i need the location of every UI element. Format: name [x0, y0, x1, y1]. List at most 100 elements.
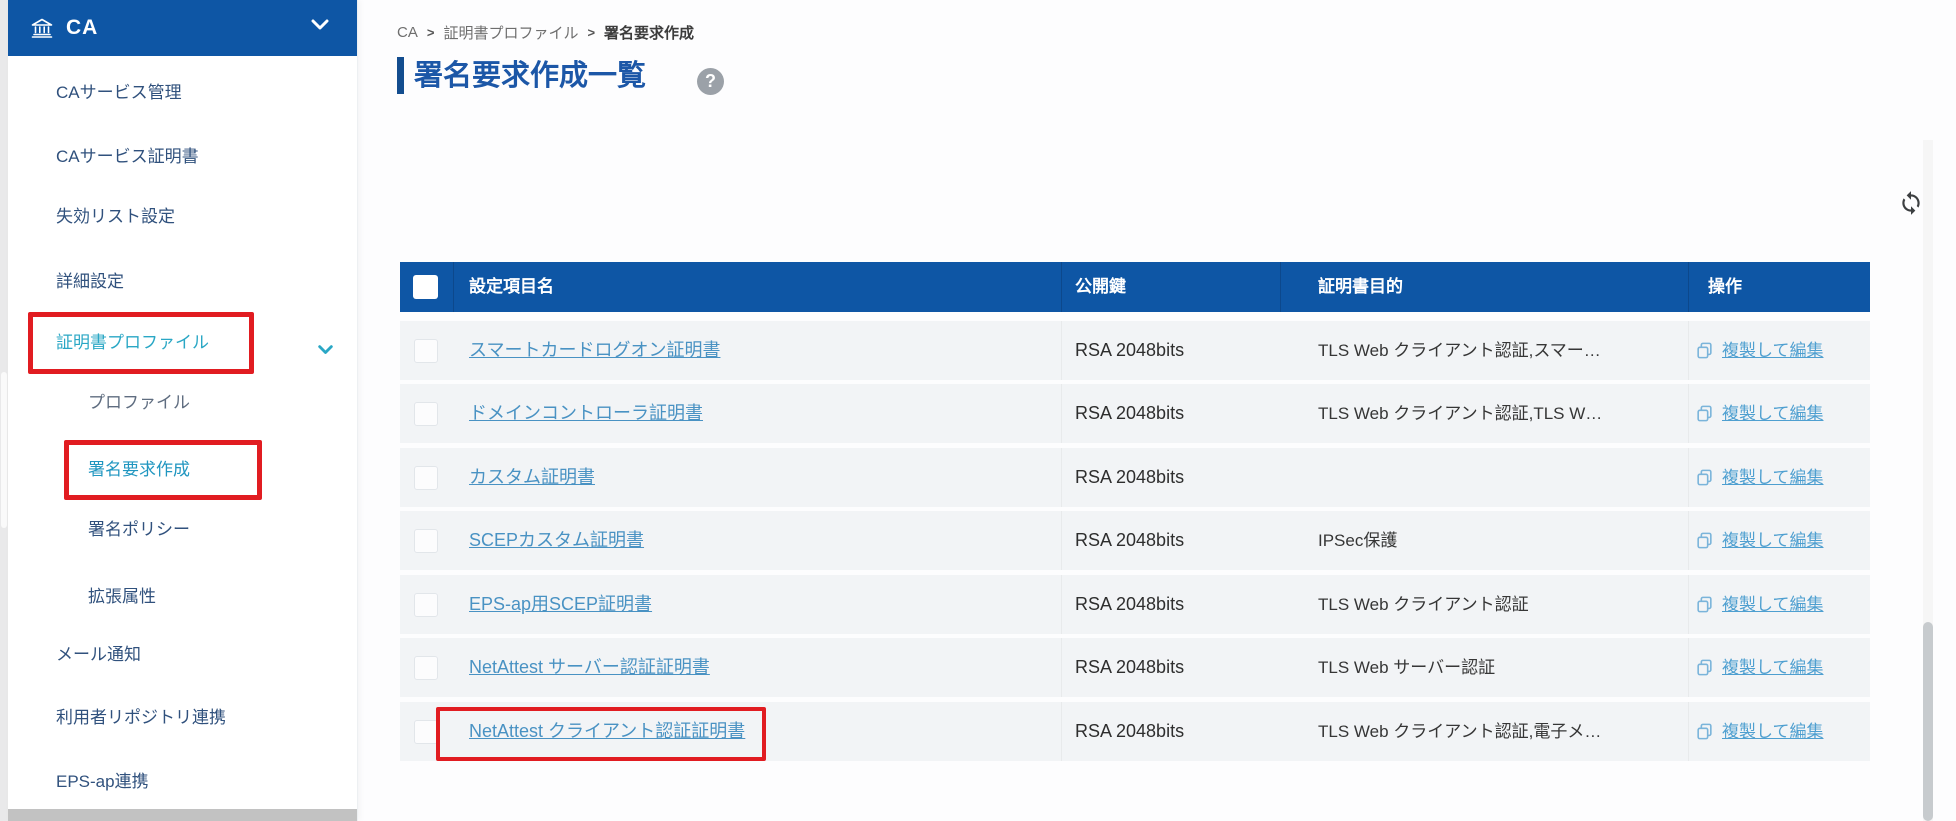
- sidebar-item-eps-ap[interactable]: EPS-ap連携: [56, 769, 149, 795]
- cert-name-link[interactable]: NetAttest サーバー認証証明書: [469, 657, 710, 677]
- sidebar-item-label: 証明書プロファイル: [56, 333, 209, 352]
- sidebar-item-mail-notice[interactable]: メール通知: [56, 642, 141, 668]
- refresh-icon: [1902, 191, 1920, 215]
- right-scrollbar-track[interactable]: [1923, 140, 1933, 821]
- copy-icon: [1697, 469, 1712, 486]
- copy-icon: [1697, 596, 1712, 613]
- cert-name-link[interactable]: EPS-ap用SCEP証明書: [469, 594, 653, 614]
- duplicate-edit-link[interactable]: 複製して編集: [1722, 468, 1824, 487]
- left-scrollbar-thumb[interactable]: [1, 372, 7, 528]
- table-row: NetAttest サーバー認証証明書 RSA 2048bits TLS Web…: [400, 638, 1870, 697]
- sidebar-item-label: 署名要求作成: [88, 460, 190, 479]
- public-key-value: RSA 2048bits: [1075, 340, 1185, 360]
- duplicate-edit-action[interactable]: 複製して編集: [1695, 575, 1824, 634]
- sidebar-item-label: CAサービス証明書: [56, 147, 199, 166]
- copy-icon: [1697, 532, 1712, 549]
- sidebar-item-advanced-settings[interactable]: 詳細設定: [56, 269, 124, 295]
- purpose-value: TLS Web クライアント認証,スマー…: [1318, 341, 1601, 360]
- sidebar-item-profile[interactable]: プロファイル: [88, 390, 190, 416]
- sidebar-item-signing-request[interactable]: 署名要求作成: [88, 457, 190, 483]
- sidebar-item-signing-policy[interactable]: 署名ポリシー: [88, 517, 190, 543]
- public-key-value: RSA 2048bits: [1075, 657, 1185, 677]
- bank-icon: [30, 17, 54, 39]
- sidebar-item-label: プロファイル: [88, 393, 190, 412]
- copy-icon: [1697, 342, 1712, 359]
- cert-name-link[interactable]: ドメインコントローラ証明書: [469, 403, 703, 423]
- duplicate-edit-link[interactable]: 複製して編集: [1722, 595, 1824, 614]
- row-checkbox[interactable]: [414, 402, 438, 426]
- sidebar-item-ca-service-mgmt[interactable]: CAサービス管理: [56, 80, 182, 106]
- sidebar-item-label: 詳細設定: [56, 272, 124, 291]
- duplicate-edit-action[interactable]: 複製して編集: [1695, 638, 1824, 697]
- sidebar-item-cert-profile[interactable]: 証明書プロファイル: [56, 330, 333, 356]
- column-header-purpose: 証明書目的: [1318, 277, 1403, 296]
- breadcrumb-item-current: 署名要求作成: [604, 25, 695, 42]
- duplicate-edit-link[interactable]: 複製して編集: [1722, 531, 1824, 550]
- table-header: 設定項目名 公開鍵 証明書目的 操作: [400, 262, 1870, 312]
- cert-name-link[interactable]: NetAttest クライアント認証証明書: [469, 721, 746, 741]
- select-all-checkbox[interactable]: [413, 275, 438, 299]
- table-row: ドメインコントローラ証明書 RSA 2048bits TLS Web クライアン…: [400, 384, 1870, 443]
- page-title: 署名要求作成一覧: [414, 60, 647, 92]
- duplicate-edit-action[interactable]: 複製して編集: [1695, 511, 1824, 570]
- purpose-value: TLS Web クライアント認証,電子メ…: [1318, 722, 1602, 741]
- column-header-public-key: 公開鍵: [1075, 277, 1126, 296]
- breadcrumb: CA > 証明書プロファイル > 署名要求作成: [397, 22, 694, 43]
- help-icon[interactable]: ?: [697, 68, 724, 95]
- row-checkbox[interactable]: [414, 339, 438, 363]
- refresh-button[interactable]: [1894, 186, 1928, 220]
- sidebar-item-label: メール通知: [56, 645, 141, 664]
- chevron-down-icon: [311, 18, 329, 36]
- public-key-value: RSA 2048bits: [1075, 467, 1185, 487]
- purpose-value: TLS Web クライアント認証: [1318, 595, 1529, 614]
- right-scrollbar-thumb[interactable]: [1923, 622, 1933, 821]
- sidebar-item-label: CAサービス管理: [56, 83, 182, 102]
- sidebar-item-label: 利用者リポジトリ連携: [56, 708, 226, 727]
- duplicate-edit-action[interactable]: 複製して編集: [1695, 384, 1824, 443]
- sidebar-item-label: EPS-ap連携: [56, 772, 149, 791]
- purpose-value: TLS Web クライアント認証,TLS W…: [1318, 404, 1603, 423]
- purpose-value: IPSec保護: [1318, 531, 1398, 550]
- row-checkbox[interactable]: [414, 466, 438, 490]
- chevron-down-icon: [318, 337, 333, 363]
- sidebar: CA CAサービス管理 CAサービス証明書 失効リスト設定 詳細設定 証明書プロ…: [8, 0, 358, 821]
- table-row: スマートカードログオン証明書 RSA 2048bits TLS Web クライア…: [400, 321, 1870, 380]
- sidebar-item-ca-service-cert[interactable]: CAサービス証明書: [56, 144, 199, 170]
- sidebar-item-user-repository[interactable]: 利用者リポジトリ連携: [56, 705, 226, 731]
- row-checkbox[interactable]: [414, 529, 438, 553]
- left-scrollbar-track[interactable]: [0, 0, 8, 821]
- copy-icon: [1697, 723, 1712, 740]
- table-row: NetAttest クライアント認証証明書 RSA 2048bits TLS W…: [400, 702, 1870, 761]
- duplicate-edit-action[interactable]: 複製して編集: [1695, 321, 1824, 380]
- cert-name-link[interactable]: SCEPカスタム証明書: [469, 530, 645, 550]
- title-accent-bar: [397, 57, 404, 94]
- breadcrumb-item-cert-profile[interactable]: 証明書プロファイル: [443, 25, 579, 42]
- copy-icon: [1697, 659, 1712, 676]
- cert-name-link[interactable]: スマートカードログオン証明書: [469, 340, 721, 360]
- purpose-value: TLS Web サーバー認証: [1318, 658, 1496, 677]
- row-checkbox[interactable]: [414, 720, 438, 744]
- duplicate-edit-action[interactable]: 複製して編集: [1695, 448, 1824, 507]
- sidebar-item-crl-settings[interactable]: 失効リスト設定: [56, 204, 175, 230]
- table-row: カスタム証明書 RSA 2048bits 複製して編集: [400, 448, 1870, 507]
- sidebar-item-label: 拡張属性: [88, 587, 156, 606]
- breadcrumb-separator: >: [426, 25, 435, 40]
- breadcrumb-item-ca[interactable]: CA: [397, 24, 418, 41]
- row-checkbox[interactable]: [414, 656, 438, 680]
- duplicate-edit-link[interactable]: 複製して編集: [1722, 658, 1824, 677]
- copy-icon: [1697, 405, 1712, 422]
- duplicate-edit-link[interactable]: 複製して編集: [1722, 722, 1824, 741]
- table-row: SCEPカスタム証明書 RSA 2048bits IPSec保護 複製して編集: [400, 511, 1870, 570]
- sidebar-item-ext-attributes[interactable]: 拡張属性: [88, 584, 156, 610]
- public-key-value: RSA 2048bits: [1075, 530, 1185, 550]
- row-checkbox[interactable]: [414, 593, 438, 617]
- duplicate-edit-action[interactable]: 複製して編集: [1695, 702, 1824, 761]
- sidebar-item-label: 失効リスト設定: [56, 207, 175, 226]
- public-key-value: RSA 2048bits: [1075, 594, 1185, 614]
- cert-name-link[interactable]: カスタム証明書: [469, 467, 595, 487]
- duplicate-edit-link[interactable]: 複製して編集: [1722, 404, 1824, 423]
- duplicate-edit-link[interactable]: 複製して編集: [1722, 341, 1824, 360]
- sidebar-header-ca[interactable]: CA: [8, 0, 357, 56]
- sidebar-bottom-strip: [8, 809, 357, 821]
